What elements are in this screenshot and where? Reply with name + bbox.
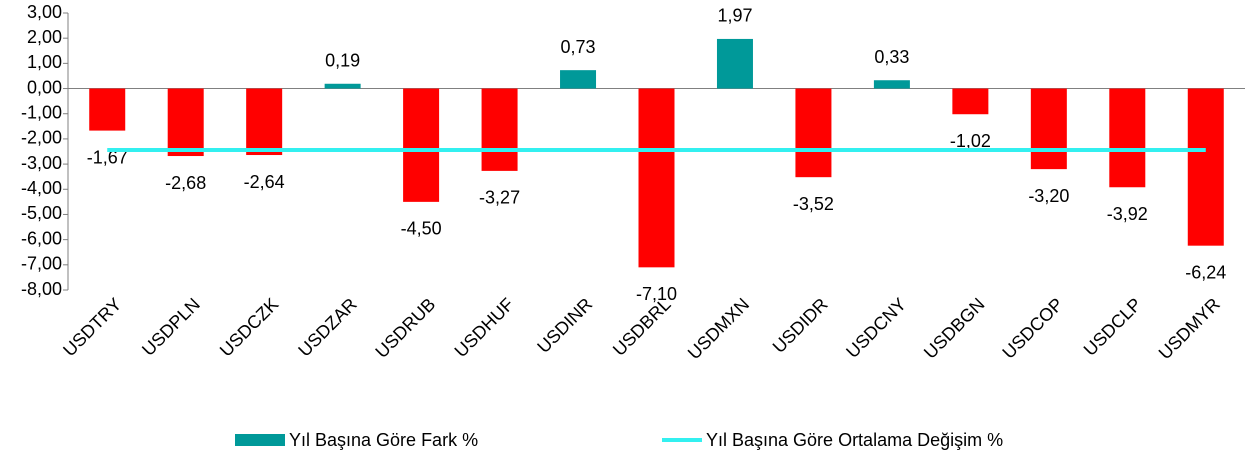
- x-tick-label: USDCZK: [216, 294, 282, 360]
- y-tick-label: -6,00: [21, 228, 62, 248]
- bar: [560, 70, 597, 89]
- data-label: -3,20: [1028, 186, 1069, 206]
- y-tick-label: -2,00: [21, 128, 62, 148]
- x-tick-label: USDIDR: [769, 294, 832, 357]
- bar: [716, 38, 753, 89]
- data-label: 0,19: [325, 51, 360, 71]
- bar: [1187, 88, 1224, 246]
- data-label: -2,68: [165, 173, 206, 193]
- bar: [89, 88, 126, 131]
- legend-label: Yıl Başına Göre Fark %: [289, 430, 478, 450]
- legend-label: Yıl Başına Göre Ortalama Değişim %: [706, 430, 1003, 450]
- data-label: 0,33: [874, 47, 909, 67]
- data-label: -6,24: [1185, 262, 1226, 282]
- data-label: -3,92: [1107, 204, 1148, 224]
- data-label: 1,97: [717, 6, 752, 26]
- y-tick-label: 2,00: [27, 27, 62, 47]
- y-tick-label: -8,00: [21, 279, 62, 299]
- x-tick-label: USDCNY: [842, 294, 910, 362]
- bar: [324, 83, 361, 89]
- x-tick-label: USDINR: [533, 294, 596, 357]
- x-tick-label: USDRUB: [371, 294, 439, 362]
- y-tick-label: 1,00: [27, 52, 62, 72]
- y-tick-label: -1,00: [21, 102, 62, 122]
- y-tick-label: -3,00: [21, 153, 62, 173]
- y-tick-label: 0,00: [27, 77, 62, 97]
- x-tick-label: USDTRY: [59, 294, 125, 360]
- x-tick-label: USDMYR: [1155, 294, 1224, 363]
- data-label: -2,64: [244, 172, 285, 192]
- bar: [1109, 88, 1146, 188]
- y-tick-label: -7,00: [21, 254, 62, 274]
- data-label: -3,52: [793, 194, 834, 214]
- data-label: -3,27: [479, 188, 520, 208]
- bar: [481, 88, 518, 171]
- legend-swatch: [235, 434, 285, 446]
- x-tick-label: USDCOP: [998, 294, 1067, 363]
- y-tick-label: -5,00: [21, 203, 62, 223]
- bar: [952, 88, 989, 115]
- x-tick-label: USDPLN: [138, 294, 204, 360]
- y-tick-label: -4,00: [21, 178, 62, 198]
- y-tick-label: 3,00: [27, 2, 62, 22]
- x-tick-label: USDCLP: [1080, 294, 1146, 360]
- data-label: -7,10: [636, 284, 677, 304]
- bar: [638, 88, 675, 268]
- data-label: -1,67: [87, 147, 128, 167]
- x-tick-label: USDHUF: [451, 294, 518, 361]
- data-label: -4,50: [401, 219, 442, 239]
- data-label: 0,73: [561, 37, 596, 57]
- bar: [795, 88, 832, 178]
- bar: [403, 88, 440, 202]
- x-tick-label: USDBGN: [920, 294, 989, 363]
- bar: [167, 88, 204, 157]
- x-tick-label: USDMXN: [684, 294, 753, 363]
- bar: [246, 88, 283, 156]
- bar: [873, 80, 910, 89]
- x-tick-label: USDZAR: [294, 294, 360, 360]
- data-label: -1,02: [950, 131, 991, 151]
- bar: [1030, 88, 1067, 170]
